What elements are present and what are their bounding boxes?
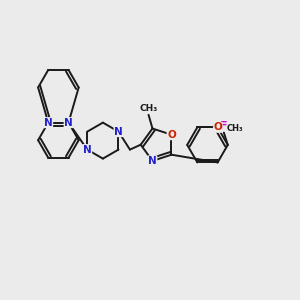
Text: CH₃: CH₃ (227, 124, 243, 134)
Text: N: N (44, 118, 52, 128)
Text: N: N (114, 127, 123, 136)
Text: F: F (220, 121, 228, 131)
Text: N: N (148, 156, 157, 166)
Text: N: N (64, 118, 73, 128)
Text: N: N (83, 145, 92, 154)
Text: O: O (214, 122, 222, 132)
Text: CH₃: CH₃ (140, 104, 158, 113)
Text: O: O (167, 130, 176, 140)
